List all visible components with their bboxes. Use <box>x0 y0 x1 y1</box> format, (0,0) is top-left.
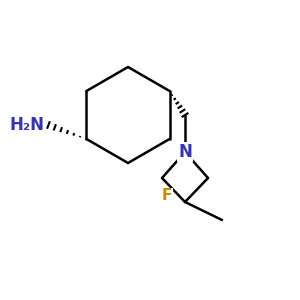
Text: F: F <box>162 188 172 203</box>
Text: H₂N: H₂N <box>10 116 44 134</box>
Text: N: N <box>178 143 192 161</box>
